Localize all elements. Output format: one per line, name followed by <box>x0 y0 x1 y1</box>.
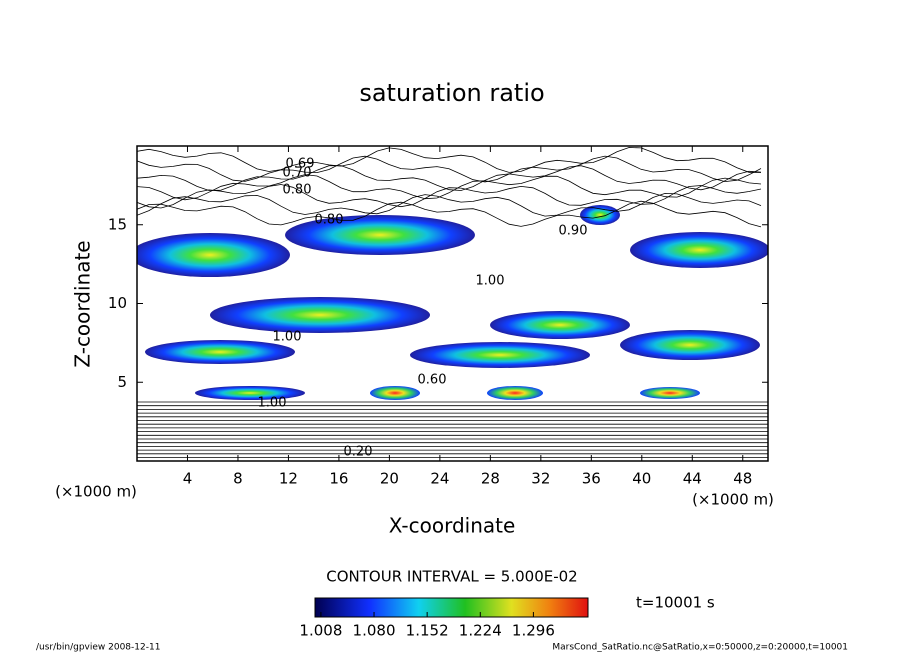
contour-label: 1.00 <box>476 274 505 289</box>
colorbar <box>314 597 589 618</box>
field <box>137 147 768 458</box>
y-tick-label: 15 <box>108 215 127 233</box>
field-blob <box>195 386 305 400</box>
colorbar-tick-label: 1.080 <box>353 622 396 640</box>
chart-title: saturation ratio <box>359 79 544 107</box>
contour-label: 1.00 <box>258 396 287 411</box>
field-blob <box>630 232 768 268</box>
contour-label: 0.60 <box>418 373 447 388</box>
x-tick-label: 40 <box>632 470 651 488</box>
field-blob <box>137 233 290 277</box>
field-blob <box>580 205 620 225</box>
contour-label: 0.69 <box>286 157 315 172</box>
x-tick-label: 8 <box>233 470 243 488</box>
field-blob <box>145 340 295 364</box>
footer-right: MarsCond_SatRatio.nc@SatRatio,x=0:50000,… <box>552 643 848 653</box>
contour-line <box>137 192 762 217</box>
x-tick-label: 44 <box>683 470 702 488</box>
contour-label: 1.00 <box>273 330 302 345</box>
x-tick-label: 20 <box>380 470 399 488</box>
y-tick-label: 10 <box>108 294 127 312</box>
footer-left: /usr/bin/gpview 2008-12-11 <box>36 643 160 653</box>
colorbar-tick-label: 1.224 <box>459 622 502 640</box>
contour-label: 0.90 <box>559 224 588 239</box>
colorbar-tick-label: 1.296 <box>512 622 555 640</box>
contour-line <box>137 184 762 209</box>
field-blob <box>620 330 760 360</box>
contour-line <box>137 147 762 173</box>
contour-line <box>137 174 762 201</box>
x-tick-label: 36 <box>582 470 601 488</box>
contour-line <box>137 155 762 183</box>
colorbar-tick-label: 1.008 <box>299 622 342 640</box>
time-label: t=10001 s <box>636 594 715 612</box>
contour-label: 0.80 <box>315 213 344 228</box>
field-blob <box>410 342 590 368</box>
x-tick-label: 28 <box>481 470 500 488</box>
y-tick-label: 5 <box>117 373 127 391</box>
contour-interval: CONTOUR INTERVAL = 5.000E-02 <box>326 568 577 586</box>
field-blob <box>285 215 475 255</box>
field-blob <box>370 386 420 400</box>
x-unit-label: (×1000 m) <box>55 483 137 501</box>
colorbar-tick-label: 1.152 <box>406 622 449 640</box>
x-tick-label: 12 <box>279 470 298 488</box>
x-unit-label-right: (×1000 m) <box>692 491 774 509</box>
field-blob <box>487 386 543 400</box>
x-tick-label: 48 <box>733 470 752 488</box>
x-tick-label: 16 <box>329 470 348 488</box>
x-axis-label: X-coordinate <box>389 514 516 538</box>
contour-label: 0.20 <box>344 445 373 460</box>
y-axis-label: Z-coordinate <box>71 240 95 367</box>
field-blob <box>640 387 700 399</box>
x-tick-label: 32 <box>531 470 550 488</box>
contour-label: 0.70 <box>283 166 312 181</box>
contour-line <box>137 200 762 228</box>
contour-line <box>137 165 762 191</box>
x-tick-label: 24 <box>430 470 449 488</box>
contour-label: 0.80 <box>283 183 312 198</box>
x-tick-label: 4 <box>183 470 193 488</box>
field-blob <box>210 297 430 333</box>
field-blob <box>490 311 630 339</box>
